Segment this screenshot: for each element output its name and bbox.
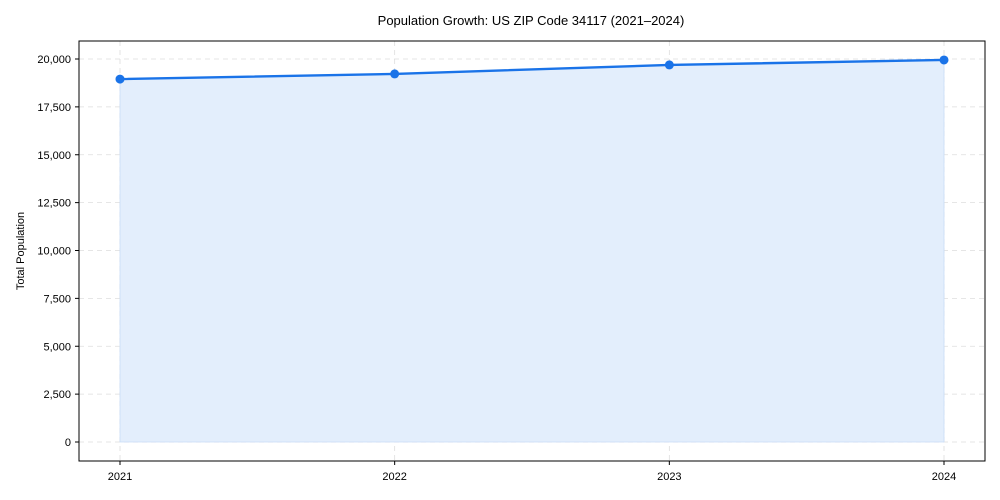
x-axis-ticks: 2021 2022 2023 2024 [108,461,956,483]
data-point [390,69,400,79]
y-tick-label: 15,000 [37,150,71,162]
y-axis-ticks: 0 2,500 5,000 7,500 10,000 12,500 15,000 17,500… [37,54,79,449]
y-tick-label: 10,000 [37,246,71,258]
y-tick-label: 0 [65,437,71,449]
y-tick-label: 5,000 [43,341,71,353]
y-tick-label: 2,500 [43,389,71,401]
y-tick-label: 17,500 [37,102,71,114]
data-line [119,58,945,81]
x-tick-label: 2022 [382,471,406,483]
y-tick-label: 20,000 [37,54,71,66]
x-tick-label: 2023 [657,471,681,483]
data-point [939,55,949,65]
area-fill [119,59,945,443]
chart-title: Population Growth: US ZIP Code 34117 (20… [378,13,685,28]
data-points [115,55,949,84]
data-point [664,60,674,70]
y-tick-label: 12,500 [37,198,71,210]
x-tick-label: 2024 [932,471,956,483]
y-axis-label: Total Population [15,212,27,290]
y-tick-label: 7,500 [43,293,71,305]
x-tick-label: 2021 [108,471,132,483]
data-point [115,74,125,84]
